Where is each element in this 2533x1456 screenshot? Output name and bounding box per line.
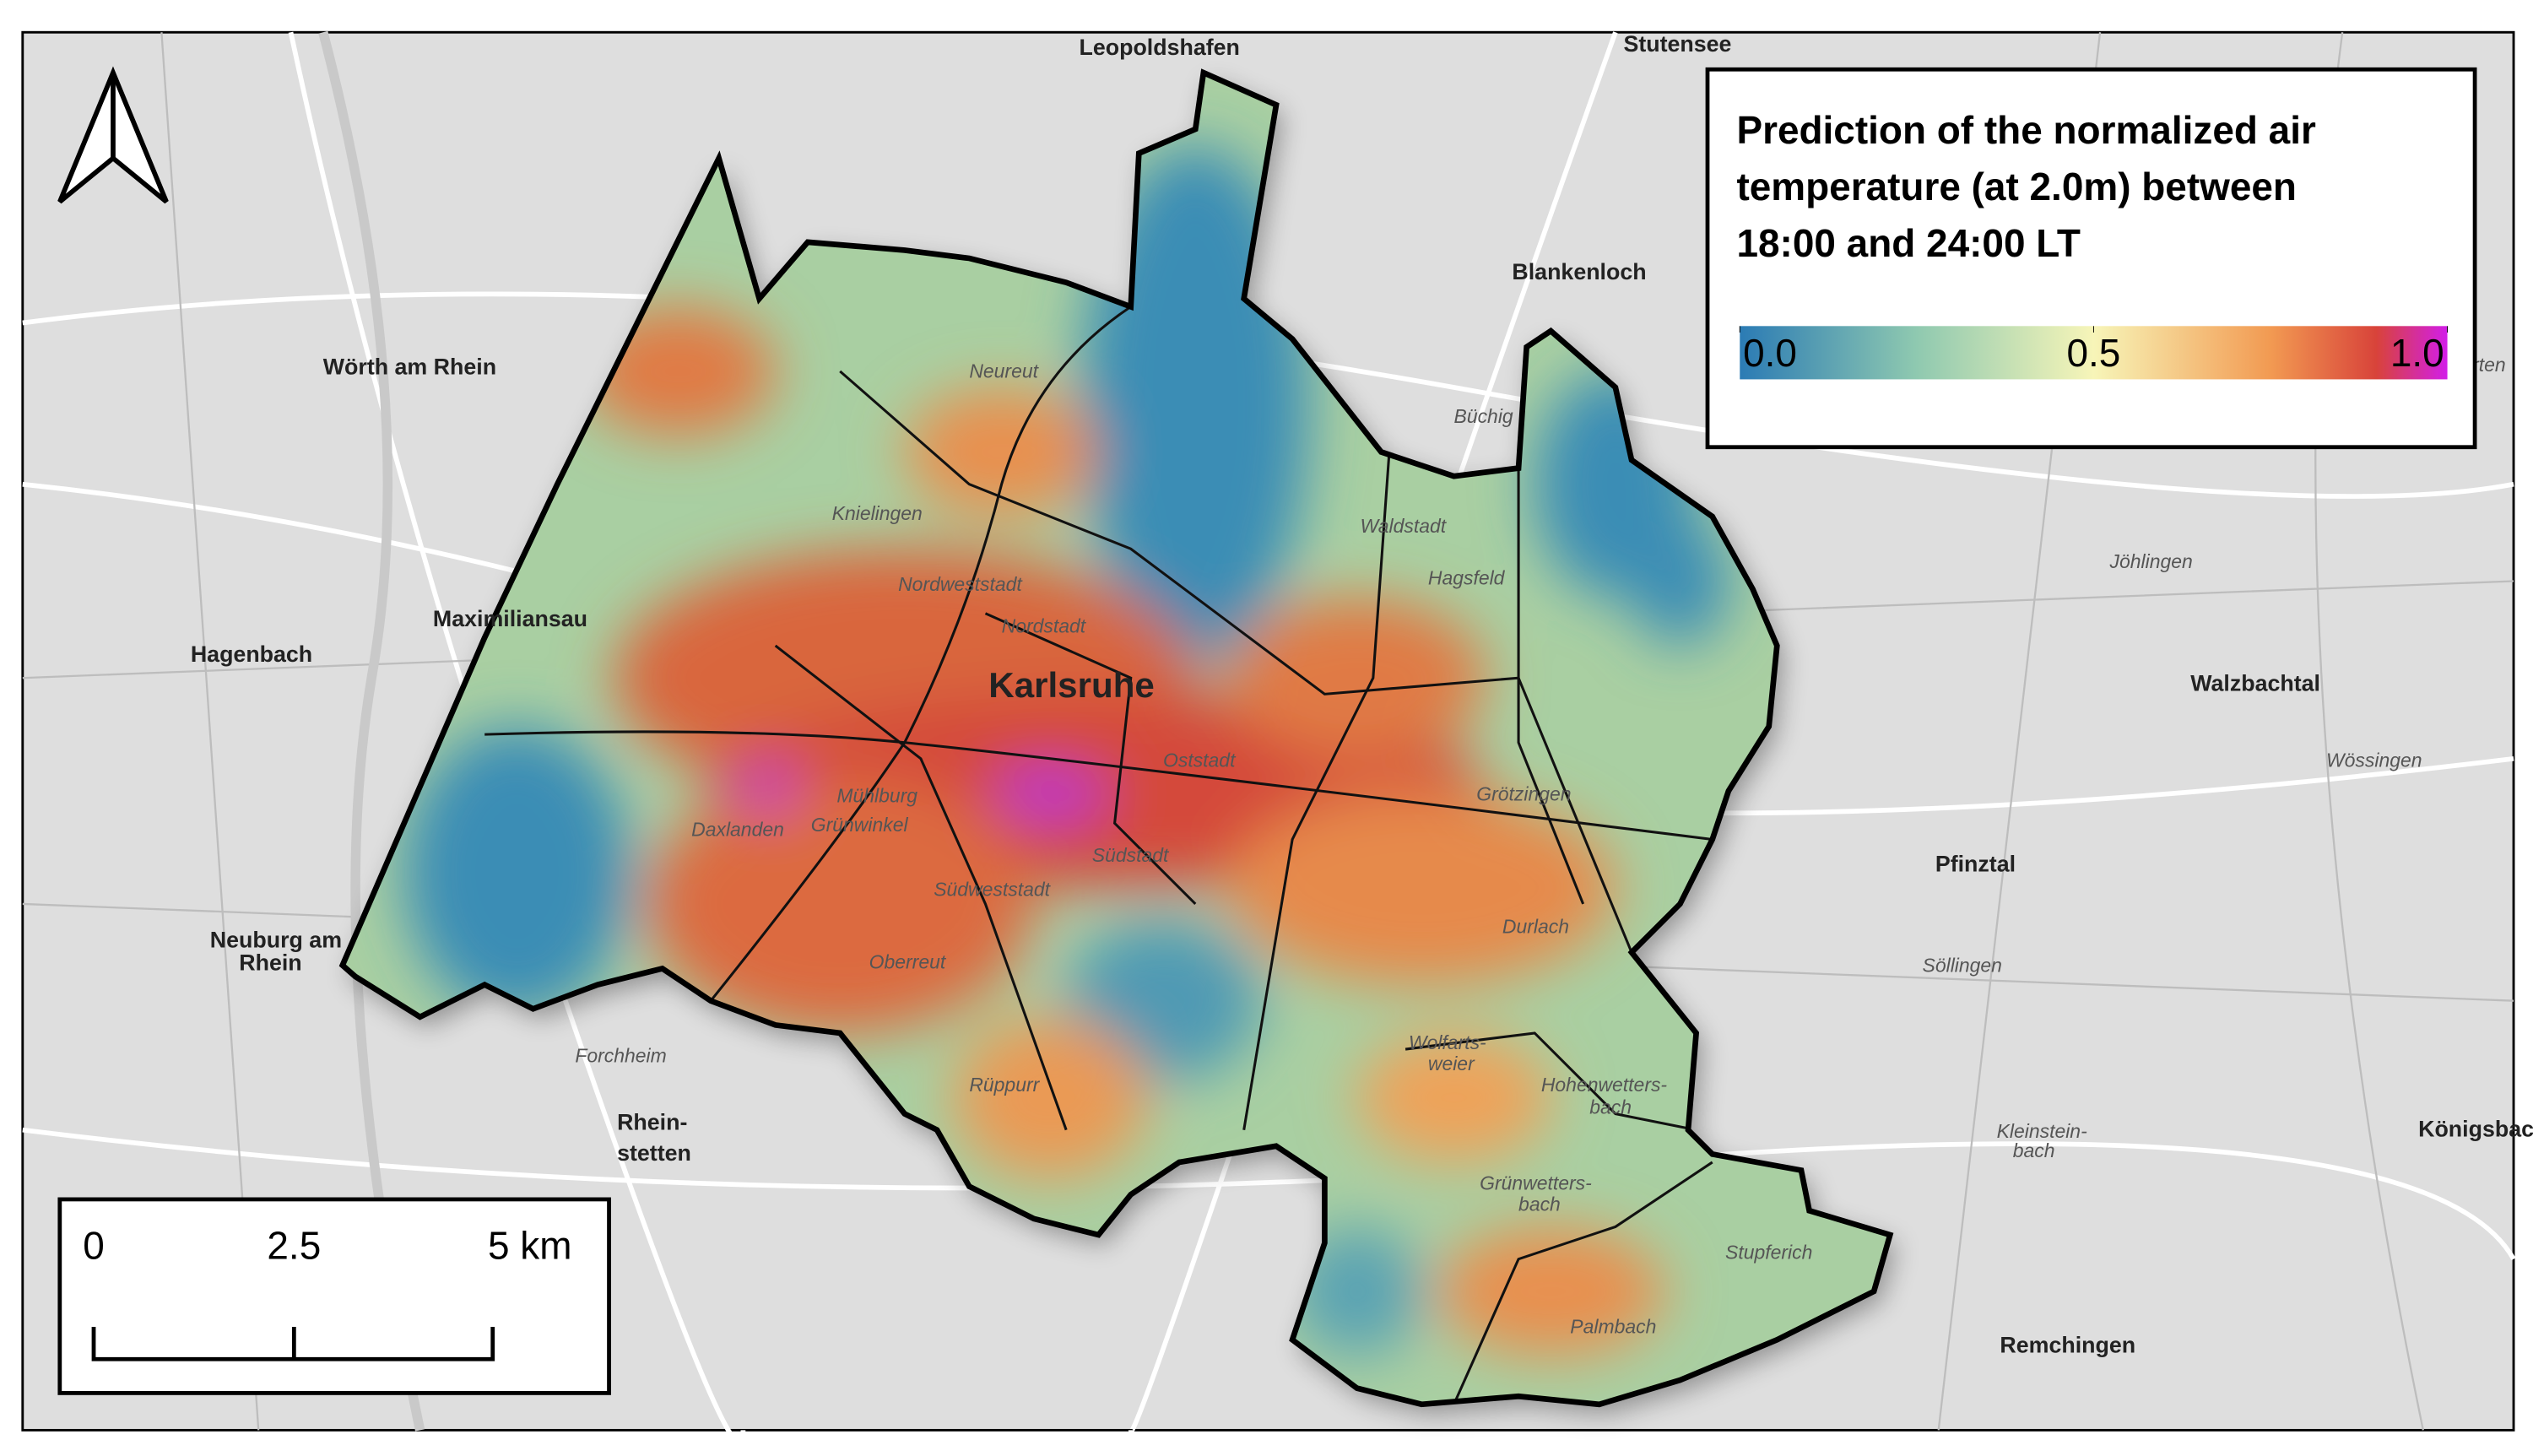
scale-label: 0 [83,1224,105,1268]
place-label: Remchingen [2000,1333,2135,1358]
scale-bar: 0 2.5 5 km [57,1197,611,1395]
place-label: weier [1428,1053,1475,1074]
place-label: Stutensee [1623,31,1731,57]
scale-label: 5 km [488,1224,572,1268]
place-label: Grötzingen [1476,783,1571,805]
place-label: Südstadt [1092,844,1170,866]
colorbar [1740,326,2448,380]
place-label: Kleinstein- [1997,1120,2087,1142]
place-label: Karlsruhe [988,665,1155,705]
place-label: Stupferich [1725,1242,1812,1264]
place-label: Maximiliansau [433,606,587,631]
place-label: Leopoldshafen [1079,35,1239,60]
place-label: Wössingen [2326,749,2422,771]
place-label: Jöhlingen [2109,550,2193,572]
colorbar-label: 1.0 [2390,331,2444,375]
place-label: stetten [617,1140,691,1166]
place-label: Hagenbach [191,641,312,667]
place-label: Grünwinkel [811,814,909,836]
place-label: Mühlburg [836,784,917,806]
place-label: Oststadt [1163,749,1237,771]
scale-label: 2.5 [267,1224,321,1268]
place-label: Daxlanden [691,819,784,841]
place-label: Königsbach [2418,1116,2533,1141]
legend-title: temperature (at 2.0m) between [1736,165,2297,208]
place-label: Söllingen [1923,954,2002,976]
district-borders [484,306,1713,1405]
place-label: Neuburg am [210,928,342,953]
place-label: Wolfarts- [1409,1031,1486,1053]
place-label: Pfinztal [1935,852,2016,877]
place-labels: Leopoldshafen Stutensee Wörth am Rhein H… [191,31,2533,1357]
place-label: Hagsfeld [1428,566,1506,588]
place-label: Durlach [1502,915,1569,937]
colorbar-label: 0.0 [1743,331,1797,375]
colorbar-label: 0.5 [2066,331,2120,375]
place-label: bach [2013,1139,2055,1161]
place-label: Knielingen [832,502,923,524]
place-label: Waldstadt [1361,515,1448,537]
place-label: Forchheim [575,1044,666,1066]
legend: Prediction of the normalized air temperat… [1705,67,2477,450]
place-label: Blankenloch [1512,259,1646,284]
place-label: Nordweststadt [898,573,1023,595]
place-label: bach [1518,1193,1561,1215]
place-label: Palmbach [1570,1316,1656,1338]
place-label: Oberreut [869,950,947,972]
place-label: Rhein- [617,1110,687,1135]
place-label: Nordstadt [1002,615,1087,637]
place-label: Büchig [1454,405,1513,427]
place-label: bach [1589,1096,1632,1118]
place-label: Walzbachtal [2190,671,2320,696]
place-label: Rüppurr [969,1074,1040,1096]
legend-title: Prediction of the normalized air [1736,108,2316,152]
city-boundary [338,68,1894,1408]
place-label: Hohenwetters- [1541,1074,1668,1096]
place-label: Südweststadt [934,878,1051,900]
place-label: Neureut [969,360,1039,382]
place-label: Grünwetters- [1480,1172,1592,1193]
north-arrow [57,66,169,204]
place-label: Rhein [239,950,301,975]
legend-title: 18:00 and 24:00 LT [1736,221,2081,265]
place-label: Wörth am Rhein [323,355,496,380]
